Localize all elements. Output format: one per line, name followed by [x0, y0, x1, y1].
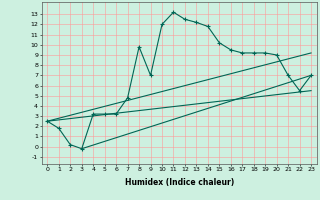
X-axis label: Humidex (Indice chaleur): Humidex (Indice chaleur) — [124, 178, 234, 187]
